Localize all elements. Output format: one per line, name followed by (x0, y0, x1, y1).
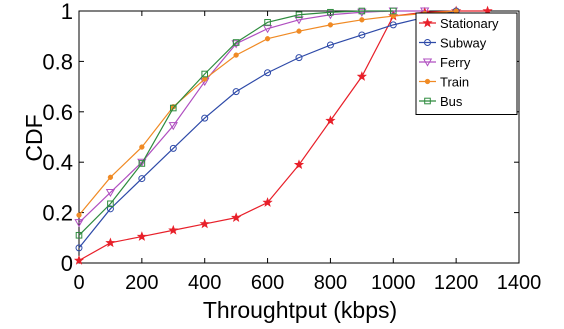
data-point (73, 255, 85, 265)
x-tick-label: 1000 (371, 272, 416, 294)
data-point (74, 219, 84, 228)
data-point (202, 76, 208, 82)
series-ferry (74, 7, 430, 228)
data-point (420, 7, 430, 16)
legend-item: Subway (419, 36, 487, 51)
data-point (264, 36, 271, 42)
data-point (356, 71, 367, 81)
series-line (78, 10, 457, 249)
legend: Stationary Subway Ferry Train Bus (415, 12, 518, 115)
data-point (295, 11, 303, 19)
data-point (76, 212, 82, 218)
data-point (389, 7, 397, 15)
data-point (327, 8, 334, 16)
data-point (136, 231, 147, 241)
data-point (358, 7, 366, 15)
data-point (168, 224, 179, 235)
x-tick-label: 0 (73, 272, 84, 294)
x-tick-label: 200 (125, 272, 158, 294)
data-point (422, 58, 433, 67)
data-point (138, 160, 146, 167)
data-point (264, 19, 271, 26)
x-tick-label: 1200 (434, 272, 479, 294)
data-point (424, 97, 431, 105)
data-point (233, 52, 239, 58)
legend-item: Bus (419, 94, 463, 109)
series-subway (75, 7, 460, 252)
data-point (325, 115, 336, 125)
legend-label: Bus (440, 94, 463, 109)
legend-label: Stationary (440, 16, 499, 31)
series-bus (75, 7, 397, 239)
y-tick-label: 0.2 (42, 201, 73, 226)
data-point (327, 22, 334, 28)
data-point (359, 17, 365, 23)
data-point (169, 104, 177, 112)
data-point (106, 205, 114, 213)
x-tick-label: 1400 (497, 272, 542, 294)
data-point (295, 54, 303, 62)
x-tick-label: 800 (314, 272, 347, 294)
data-point (75, 244, 83, 252)
data-point (232, 88, 240, 96)
y-tick-label: 1 (61, 0, 73, 24)
data-point (107, 174, 114, 180)
data-point (105, 188, 116, 198)
data-point (294, 16, 304, 25)
legend-label: Train (440, 75, 469, 90)
data-point (424, 39, 431, 46)
series-line (78, 10, 425, 224)
y-tick-label: 0.8 (42, 49, 73, 74)
data-point (105, 237, 116, 248)
data-point (169, 144, 177, 152)
legend-item: Stationary (419, 16, 499, 31)
data-point (358, 31, 366, 39)
y-tick-label: 0.4 (42, 150, 73, 175)
x-axis-label: Throughtput (kbps) (203, 297, 397, 323)
series-line (78, 10, 394, 236)
data-point (199, 218, 210, 229)
plot-frame (78, 10, 520, 264)
data-point (137, 158, 147, 167)
data-point (231, 212, 242, 222)
data-point (264, 69, 272, 77)
x-tick-label: 600 (251, 272, 284, 294)
y-tick-label: 0.6 (42, 100, 73, 125)
data-point (201, 114, 209, 122)
y-axis-label: CDF (21, 114, 47, 161)
data-point (201, 70, 209, 78)
data-point (424, 78, 431, 85)
data-point (326, 41, 334, 49)
data-point (293, 159, 305, 170)
data-point (389, 21, 397, 29)
legend-item: Train (419, 75, 469, 90)
y-tick-label: 0 (61, 251, 73, 276)
data-point (232, 39, 240, 46)
data-point (139, 144, 145, 150)
data-point (262, 197, 273, 207)
data-point (390, 13, 396, 19)
data-point (75, 231, 83, 239)
legend-item: Ferry (419, 55, 471, 70)
data-point (138, 175, 146, 183)
x-tick-label: 400 (188, 272, 221, 294)
data-point (296, 28, 302, 34)
legend-label: Subway (440, 36, 487, 51)
legend-box (415, 12, 518, 115)
data-point (107, 200, 114, 208)
legend-label: Ferry (440, 55, 471, 70)
data-point (357, 8, 367, 17)
data-point (168, 122, 178, 131)
data-point (422, 17, 433, 28)
